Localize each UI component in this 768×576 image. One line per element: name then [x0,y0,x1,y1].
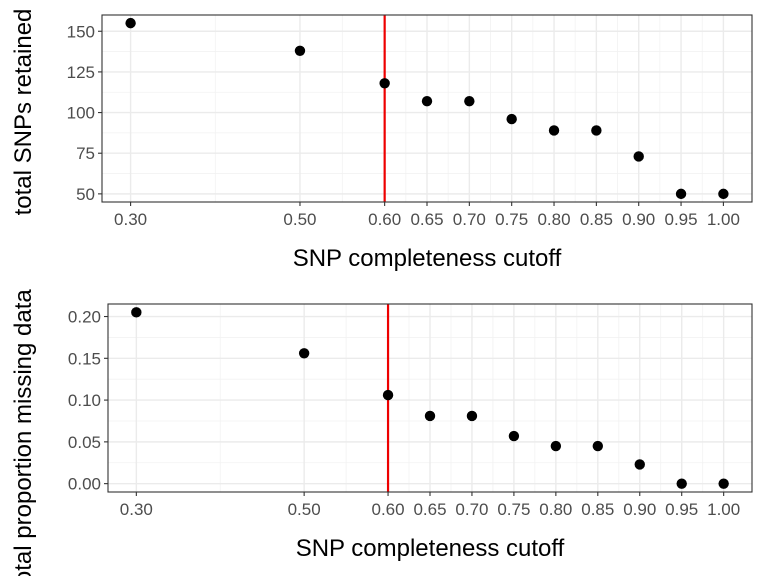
data-point [424,410,436,422]
x-tick-label: 0.90 [623,500,656,519]
top-plot-y-ticks: 50 75 100 125 150 [67,22,102,204]
data-point [718,478,729,489]
data-point [634,459,645,470]
data-point [506,113,517,125]
y-tick-label: 75 [76,144,95,163]
top-plot-x-axis-title: SNP completeness cutoff [293,245,562,272]
bottom-plot-points [131,307,729,489]
data-point [550,440,562,452]
x-tick-label: 1.00 [707,210,740,229]
data-point [633,151,644,162]
x-tick-label: 0.75 [495,210,528,229]
data-point [676,478,687,489]
y-tick-label: 125 [67,63,95,82]
top-plot-grid [102,15,752,202]
data-point [508,430,520,442]
top-plot: 0.30 0.50 0.60 0.65 0.70 0.75 0.80 0.85 0.90 0.95… [10,9,753,272]
y-tick-label: 100 [67,104,95,123]
data-point [718,188,729,200]
data-point [466,410,478,422]
x-tick-label: 0.60 [368,210,401,229]
data-point [382,389,394,401]
x-tick-label: 0.95 [665,210,698,229]
bottom-plot-y-ticks: 0.00 0.05 0.10 0.15 0.20 [68,308,108,494]
data-point [294,45,306,56]
data-point [591,125,602,136]
x-tick-label: 0.75 [497,500,530,519]
x-tick-label: 0.30 [114,210,147,229]
x-tick-label: 0.85 [581,500,614,519]
data-point [464,95,475,107]
data-point [131,307,142,318]
x-tick-label: 0.65 [413,500,446,519]
x-tick-label: 0.70 [453,210,486,229]
bottom-plot-x-axis-title: SNP completeness cutoff [296,535,565,562]
y-tick-label: 150 [67,22,95,41]
data-point [548,125,560,136]
y-tick-label: 0.05 [68,433,101,452]
data-point [125,17,136,29]
bottom-plot-y-axis-title: total proportion missing data [10,289,37,576]
y-tick-label: 0.00 [68,475,101,494]
data-point [592,440,604,452]
top-plot-x-ticks: 0.30 0.50 0.60 0.65 0.70 0.75 0.80 0.85 0.90 0.95… [114,202,740,229]
top-plot-y-axis-title: total SNPs retained [10,9,37,216]
top-plot-points [125,17,729,200]
x-tick-label: 0.65 [410,210,443,229]
x-tick-label: 0.80 [537,210,570,229]
y-tick-label: 0.10 [68,391,101,410]
data-point [421,95,433,107]
x-tick-label: 0.95 [665,500,698,519]
x-tick-label: 0.50 [288,500,321,519]
bottom-plot-x-ticks: 0.30 0.50 0.60 0.65 0.70 0.75 0.80 0.85 0.90 0.95… [120,492,740,519]
y-tick-label: 50 [76,185,95,204]
bottom-plot-grid [108,304,752,492]
x-tick-label: 1.00 [707,500,740,519]
x-tick-label: 0.85 [580,210,613,229]
x-tick-label: 0.90 [622,210,655,229]
x-tick-label: 0.70 [455,500,488,519]
data-point [675,188,687,200]
x-tick-label: 0.30 [120,500,153,519]
data-point [298,348,310,359]
x-tick-label: 0.80 [539,500,572,519]
bottom-plot: 0.30 0.50 0.60 0.65 0.70 0.75 0.80 0.85 0.90 0.95… [10,289,753,576]
x-tick-label: 0.50 [283,210,316,229]
y-tick-label: 0.20 [68,308,101,327]
data-point [379,78,390,89]
y-tick-label: 0.15 [68,349,101,368]
x-tick-label: 0.60 [372,500,405,519]
